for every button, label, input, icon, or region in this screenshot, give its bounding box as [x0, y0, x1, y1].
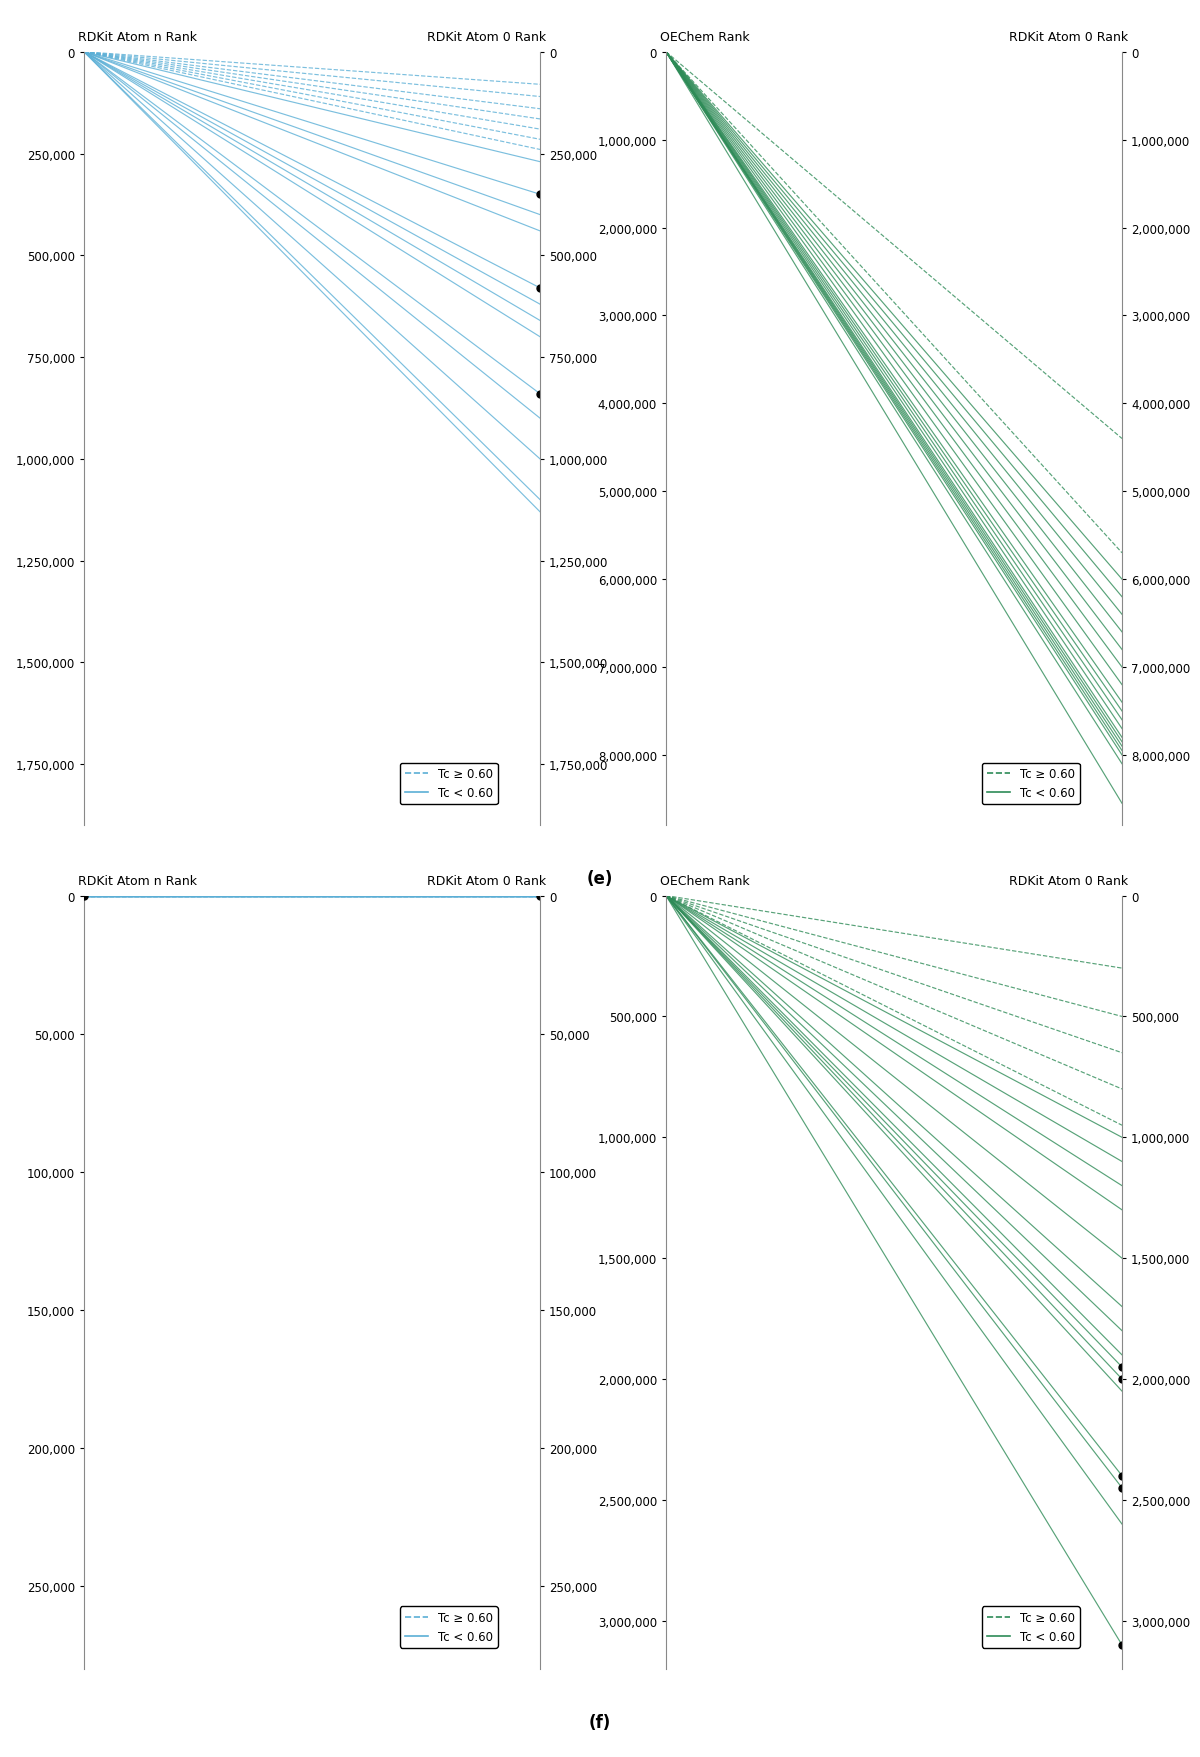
Text: (f): (f) [589, 1713, 611, 1731]
Text: RDKit Atom 0 Rank: RDKit Atom 0 Rank [427, 875, 546, 887]
Text: RDKit Atom 0 Rank: RDKit Atom 0 Rank [1009, 32, 1128, 44]
Text: RDKit Atom 0 Rank: RDKit Atom 0 Rank [1009, 875, 1128, 887]
Text: RDKit Atom n Rank: RDKit Atom n Rank [78, 875, 197, 887]
Text: RDKit Atom 0 Rank: RDKit Atom 0 Rank [427, 32, 546, 44]
Text: OEChem Rank: OEChem Rank [660, 32, 750, 44]
Text: (e): (e) [587, 870, 613, 887]
Text: RDKit Atom n Rank: RDKit Atom n Rank [78, 32, 197, 44]
Legend: Tc ≥ 0.60, Tc < 0.60: Tc ≥ 0.60, Tc < 0.60 [400, 763, 498, 805]
Legend: Tc ≥ 0.60, Tc < 0.60: Tc ≥ 0.60, Tc < 0.60 [400, 1606, 498, 1648]
Legend: Tc ≥ 0.60, Tc < 0.60: Tc ≥ 0.60, Tc < 0.60 [982, 1606, 1080, 1648]
Text: OEChem Rank: OEChem Rank [660, 875, 750, 887]
Legend: Tc ≥ 0.60, Tc < 0.60: Tc ≥ 0.60, Tc < 0.60 [982, 763, 1080, 805]
